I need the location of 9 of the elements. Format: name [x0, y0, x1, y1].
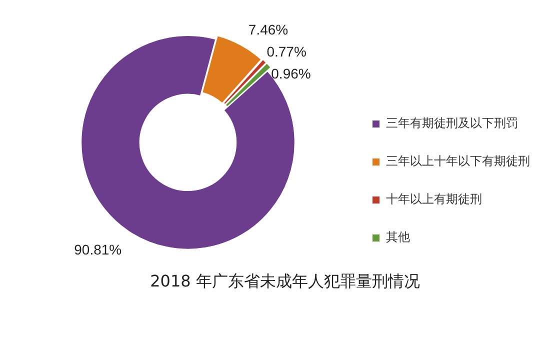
- legend-label: 其他: [386, 230, 410, 244]
- text: 2018 年广东省未成年人犯罪量刑情况: [150, 272, 420, 291]
- data-label: 90.81%: [74, 241, 122, 258]
- data-label: 0.77%: [266, 44, 306, 60]
- legend-label: 十年以上有期徒刑: [386, 192, 482, 206]
- data-label: 0.96%: [271, 66, 311, 82]
- legend-label: 三年以上十年以下有期徒刑: [386, 154, 530, 168]
- legend-label: 三年有期徒刑及以下刑罚: [386, 116, 518, 130]
- data-label: 7.46%: [248, 22, 288, 38]
